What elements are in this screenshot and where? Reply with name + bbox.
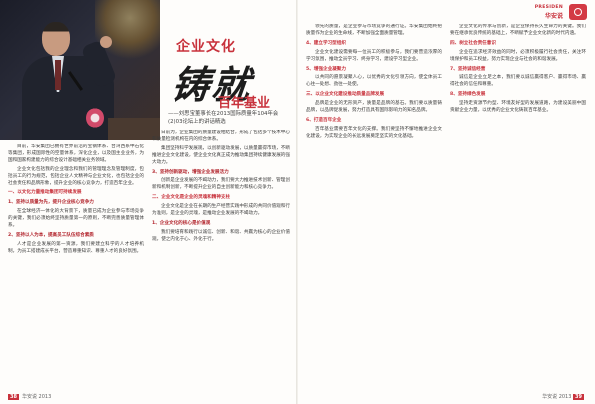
section-heading: 2、坚持以人为本，提高员工队伍综合素质: [8, 232, 94, 238]
left-column-2: 日前为，企业集团的质量建设相结合，形成了包括多个技术中心和质量检测机构在内的综合…: [152, 130, 290, 394]
section-heading: 一、以文化力量推动集团可持续发展: [8, 190, 82, 196]
badge-english: PRESIDEN: [534, 5, 563, 10]
page-number: 38: [8, 394, 19, 400]
speaker-photo: [0, 0, 160, 140]
body-paragraph: 企业文化是企业在长期的生产经营实践中形成的共同价值观和行为准则，是企业的灵魂，是…: [152, 204, 290, 217]
right-page: PRESIDEN 华安说 领先的质量，是企业参与市场竞争的通行证。华安集团始终把…: [298, 0, 595, 404]
article-byline: ——刘思宝董事长在2013国际质量年104年会(2)03论坛上的讲话精选: [168, 111, 279, 125]
section-heading: 1、企业文化的核心是价值观: [152, 220, 211, 226]
article-subtitle: 百年基业: [218, 96, 271, 111]
body-paragraph: 坚持走资源节约型、环境友好型的发展道路，为建设美丽中国贡献企业力量，以优秀的企业…: [450, 101, 586, 114]
article-kicker: 企业文化: [176, 39, 236, 55]
body-paragraph: 我们要培育和践行以诚信、创新、和谐、共赢为核心的企业价值观，使之内化于心、外化于…: [152, 229, 290, 242]
footer-text: 华安说 2013: [542, 394, 572, 400]
section-heading: 三、以企业文化建设推动质量品牌发展: [306, 92, 385, 98]
left-footer: 38 华安说 2013: [8, 393, 51, 400]
section-heading: 1、坚持以质量为先，提升企业核心竞争力: [8, 200, 94, 206]
section-heading: 3、坚持创新驱动，增强企业发展活力: [152, 169, 229, 175]
body-paragraph: 创新是企业发展的不竭动力，我们要大力推进技术创新、管理创新和机制创新，不断提升企…: [152, 178, 290, 191]
body-paragraph: 诚信是企业立足之本，我们要以诚信赢得客户、赢得市场、赢得社会的信任和尊重。: [450, 75, 586, 88]
left-column-1: 目前，华安集团已拥有世界前沿的宝钢体系、台湾西系中石化等集团，形成国际性的空量体…: [8, 144, 144, 394]
section-heading: 5、增强企业凝聚力: [306, 66, 346, 72]
footer-text: 华安说 2013: [21, 394, 52, 400]
page-number: 39: [573, 394, 584, 400]
body-paragraph: 企业文化建设需要每一位员工的积极参与，我们要营造浓厚的学习氛围，推动全员学习、终…: [306, 49, 442, 62]
body-paragraph: 在全球经济一体化的大背景下，质量已成为企业参与市场竞争的关键，我们必须始终坚持质…: [8, 209, 144, 229]
body-paragraph: 日前为，企业集团的质量建设相结合，形成了包括多个技术中心和质量检测机构在内的综合…: [152, 130, 290, 142]
section-heading: 4、建立学习型组织: [306, 40, 346, 46]
body-paragraph: 集团坚持科学发展观，以创新驱动发展，以质量赢得市场，不断推进企业文化建设，使企业…: [152, 145, 290, 165]
section-heading: 二、企业文化是企业的灵魂和精神支柱: [152, 195, 231, 201]
body-paragraph: 企业文化的传承与创新，是企业保持长久生命力的关键。我们要在继承优良传统的基础上，…: [450, 24, 586, 36]
section-heading: 7、坚持诚信经营: [450, 66, 486, 72]
right-column-1: 领先的质量，是企业参与市场竞争的通行证。华安集团始终把质量作为企业的生命线，不断…: [306, 24, 442, 394]
right-column-2: 企业文化的传承与创新，是企业保持长久生命力的关键。我们要在继承优良传统的基础上，…: [450, 24, 586, 394]
section-heading: 8、坚持绿色发展: [450, 92, 486, 98]
stage-light: [95, 0, 160, 60]
spine-gutter: [296, 0, 299, 404]
badge-chinese: 华安说: [544, 13, 563, 20]
left-page: 企业文化 铸就 百年基业 ——刘思宝董事长在2013国际质量年104年会(2)0…: [0, 0, 297, 404]
podium: [108, 118, 160, 140]
body-paragraph: 人才是企业发展的第一资源，我们要建立科学的人才培养机制，为员工搭建成长平台，营造…: [8, 241, 144, 254]
body-paragraph: 企业在追求经济效益的同时，必须积极履行社会责任，关注环境保护和员工权益，努力实现…: [450, 49, 586, 62]
corsage-flower: [86, 108, 104, 128]
speaker-hand: [100, 36, 112, 48]
body-paragraph: 目前，华安集团已拥有世界前沿的宝钢体系、台湾西系中石化等集团，形成国际性的空量体…: [8, 144, 144, 163]
speaker-head: [42, 22, 70, 56]
body-paragraph: 企业文化包括我的企业理念和我们的管理理念及管理制度，包括员工的行为规范，包括企业…: [8, 166, 144, 186]
section-heading: 四、树立社会责任意识: [450, 40, 496, 46]
body-paragraph: 以共同的愿景凝聚人心，以优秀的文化引领方向，使全体员工心往一处想、劲往一处使。: [306, 75, 442, 88]
body-paragraph: 百年基业需要百年文化的支撑。我们要坚持不懈地推进企业文化建设，为实现企业的长远发…: [306, 126, 442, 139]
body-paragraph: 领先的质量，是企业参与市场竞争的通行证。华安集团始终把质量作为企业的生命线，不断…: [306, 24, 442, 36]
logo-icon: [569, 4, 587, 20]
speaker-tie: [55, 60, 61, 90]
right-footer: 华安说 2013 39: [542, 393, 587, 400]
section-heading: 6、打造百年企业: [306, 117, 342, 123]
body-paragraph: 品牌是企业的无形资产，质量是品牌的基石。我们要以质量铸品牌，以品牌促发展，努力打…: [306, 101, 442, 114]
